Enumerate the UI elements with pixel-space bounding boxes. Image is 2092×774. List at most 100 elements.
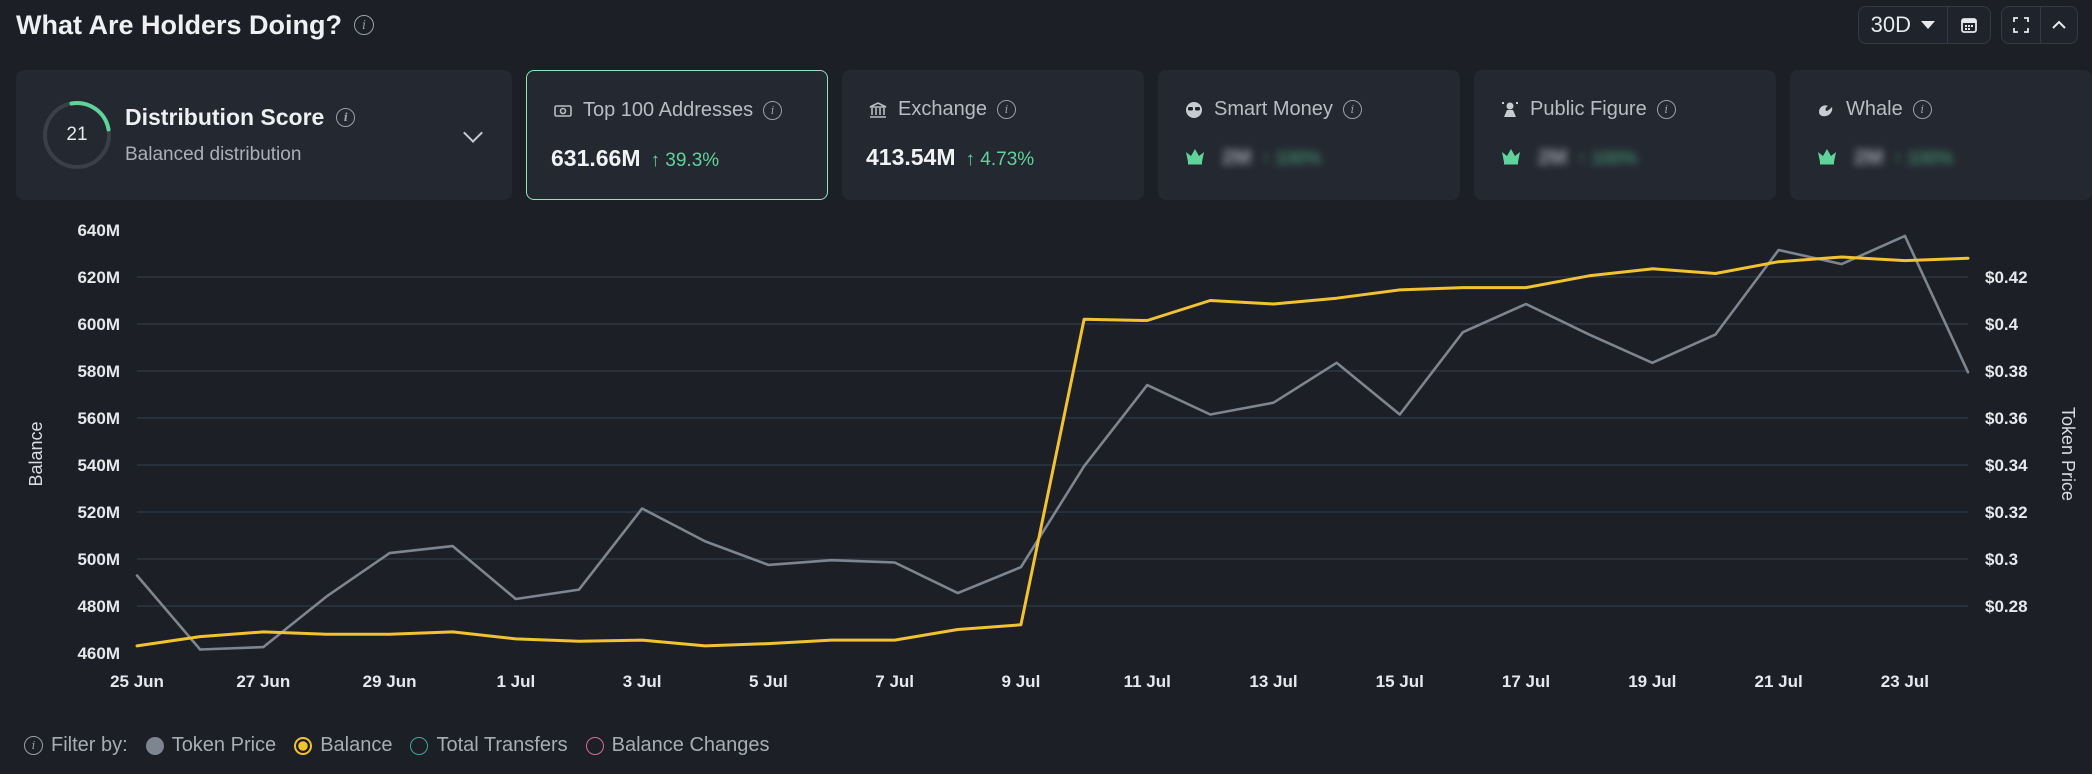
card-label: Smart Money xyxy=(1214,98,1333,120)
crown-icon xyxy=(1502,149,1520,165)
y-left-tick-label: 540M xyxy=(77,456,120,475)
card-label: Exchange xyxy=(898,98,987,120)
distribution-subtitle: Balanced distribution xyxy=(125,144,302,165)
header: What Are Holders Doing? i xyxy=(16,8,375,42)
info-icon[interactable]: i xyxy=(1912,100,1932,119)
series-line-balance xyxy=(135,255,1970,648)
card-header: Top 100 Addresses i xyxy=(553,99,783,122)
score-ring xyxy=(43,101,111,169)
card-exchange[interactable]: Exchange i 413.54M ↑ 4.73% xyxy=(842,70,1144,200)
info-icon[interactable]: i xyxy=(24,736,43,755)
x-tick-label: 25 Jun xyxy=(110,672,164,691)
page-title: What Are Holders Doing? xyxy=(16,9,343,40)
locked-value-change: ↑ 100% xyxy=(1261,148,1322,168)
x-tick-label: 29 Jun xyxy=(363,672,417,691)
x-tick-label: 21 Jul xyxy=(1754,672,1802,691)
calendar-button[interactable] xyxy=(1947,7,1990,43)
legend-dot xyxy=(585,736,604,755)
y-left-tick-label: 520M xyxy=(77,503,120,522)
legend-balance[interactable]: Balance xyxy=(294,734,392,757)
y-left-axis-title: Balance xyxy=(26,421,46,486)
card-header: Public Figure i xyxy=(1500,98,1676,121)
range-value: 30D xyxy=(1870,12,1911,37)
locked-value: 2M ↑ 100% xyxy=(1222,146,1321,170)
info-icon[interactable]: i xyxy=(996,100,1016,119)
card-header: Exchange i xyxy=(868,98,1016,121)
legend-dot xyxy=(145,736,164,755)
locked-value: 2M ↑ 100% xyxy=(1538,146,1637,170)
y-left-ticks: 460M 480M 500M 520M 540M 560M 580M 600M 620M 640M xyxy=(77,221,120,663)
legend-balance-changes[interactable]: Balance Changes xyxy=(585,734,770,757)
card-label: Public Figure xyxy=(1530,98,1647,120)
y-left-tick-label: 640M xyxy=(77,221,120,240)
series-lines xyxy=(135,234,1970,651)
locked-value-number: 2M xyxy=(1222,146,1252,169)
x-tick-label: 15 Jul xyxy=(1376,672,1424,691)
card-top-100-addresses[interactable]: Top 100 Addresses i 631.66M ↑ 39.3% xyxy=(526,70,828,200)
legend-label: Total Transfers xyxy=(436,734,568,756)
x-tick-label: 19 Jul xyxy=(1628,672,1676,691)
info-icon[interactable]: i xyxy=(763,101,783,120)
collapse-button[interactable] xyxy=(2040,7,2077,43)
locked-value-number: 2M xyxy=(1538,146,1568,169)
distribution-score-card[interactable]: 21 Distribution Score i Balanced distrib… xyxy=(16,70,512,200)
card-value: 631.66M xyxy=(551,145,641,171)
y-right-tick-label: $0.42 xyxy=(1985,268,2028,287)
card-value-row: 413.54M ↑ 4.73% xyxy=(866,144,1034,171)
card-change: ↑ 4.73% xyxy=(965,149,1035,170)
y-left-tick-label: 600M xyxy=(77,315,120,334)
chevron-down-icon[interactable] xyxy=(463,123,483,143)
y-right-tick-label: $0.38 xyxy=(1985,362,2028,381)
locked-value-change: ↑ 100% xyxy=(1893,148,1954,168)
card-public-figure[interactable]: Public Figure i 2M ↑ 100% xyxy=(1474,70,1776,200)
y-left-tick-label: 580M xyxy=(77,362,120,381)
locked-value-number: 2M xyxy=(1854,146,1884,169)
legend-label: Token Price xyxy=(171,734,277,756)
y-right-tick-label: $0.28 xyxy=(1985,597,2028,616)
card-header: Smart Money i xyxy=(1184,98,1362,121)
fullscreen-button[interactable] xyxy=(2002,7,2040,43)
legend-total-transfers[interactable]: Total Transfers xyxy=(410,734,568,757)
range-controls: 30D xyxy=(1857,6,1991,44)
y-right-tick-label: $0.4 xyxy=(1985,315,2019,334)
crown-icon xyxy=(1186,149,1204,165)
x-tick-label: 11 Jul xyxy=(1124,672,1171,691)
caret-down-icon xyxy=(1921,21,1935,29)
legend-label: Balance Changes xyxy=(611,734,770,756)
x-ticks: 25 Jun 27 Jun 29 Jun 1 Jul 3 Jul 5 Jul 7 Jul 9 … xyxy=(110,672,1929,691)
y-right-tick-label: $0.36 xyxy=(1985,409,2028,428)
x-tick-label: 5 Jul xyxy=(749,672,788,691)
range-select[interactable]: 30D xyxy=(1859,7,1947,43)
info-icon[interactable]: i xyxy=(354,15,375,35)
legend-dot xyxy=(294,736,313,755)
toolbar: 30D xyxy=(1857,6,2078,44)
view-controls xyxy=(2001,6,2078,44)
y-right-tick-label: $0.3 xyxy=(1985,550,2018,569)
distribution-score-title: Distribution Score i xyxy=(125,104,356,131)
x-tick-label: 7 Jul xyxy=(875,672,914,691)
legend-token-price[interactable]: Token Price xyxy=(145,734,277,757)
info-icon[interactable]: i xyxy=(1342,100,1362,119)
card-value: 413.54M xyxy=(866,144,956,170)
y-left-tick-label: 480M xyxy=(77,597,120,616)
y-right-axis-title: Token Price xyxy=(2058,407,2078,501)
x-tick-label: 27 Jun xyxy=(236,672,290,691)
distribution-score-value: 21 xyxy=(66,124,88,145)
holders-chart[interactable]: 460M 480M 500M 520M 540M 560M 580M 600M 620M 640M… xyxy=(0,220,2092,700)
y-left-tick-label: 620M xyxy=(77,268,120,287)
fullscreen-icon xyxy=(2013,17,2029,33)
x-tick-label: 1 Jul xyxy=(496,672,535,691)
y-left-tick-label: 560M xyxy=(77,409,120,428)
card-smart-money[interactable]: Smart Money i 2M ↑ 100% xyxy=(1158,70,1460,200)
chart-legend: i Filter by: Token Price Balance Total T… xyxy=(24,734,770,757)
card-value-row: 631.66M ↑ 39.3% xyxy=(551,145,719,172)
series-line-token-price xyxy=(135,234,1970,651)
sunglasses-icon xyxy=(1186,101,1202,118)
info-icon[interactable]: i xyxy=(336,108,356,127)
card-whale[interactable]: Whale i 2M ↑ 100% xyxy=(1790,70,2092,200)
x-tick-label: 23 Jul xyxy=(1881,672,1929,691)
y-left-tick-label: 460M xyxy=(77,644,120,663)
whale-icon xyxy=(1819,104,1833,116)
info-icon[interactable]: i xyxy=(1656,100,1676,119)
legend-label: Balance xyxy=(320,734,393,756)
